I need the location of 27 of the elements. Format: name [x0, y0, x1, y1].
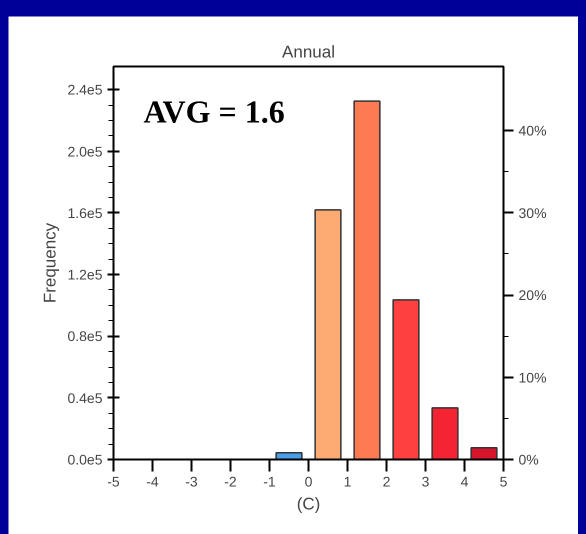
- x-tick-label: 2: [382, 474, 391, 490]
- y2-tick-label: 0%: [518, 452, 539, 468]
- y-tick-label: 2.0e5: [67, 143, 103, 160]
- y-tick-label: 2.4e5: [67, 82, 103, 98]
- y2-tick-label: 10%: [518, 369, 547, 386]
- y-axis-title: Frequency: [40, 222, 60, 304]
- y2-tick-label: 40%: [518, 122, 547, 139]
- x-tick-label: -5: [107, 474, 120, 490]
- y-tick-label: 1.2e5: [67, 266, 103, 283]
- x-tick-label: 3: [422, 474, 430, 490]
- x-tick-label: -1: [263, 474, 276, 490]
- y2-tick-label: 20%: [518, 287, 547, 304]
- x-tick-label: 1: [344, 474, 352, 490]
- y-tick-label: 0.4e5: [67, 390, 103, 406]
- x-tick-label: -4: [146, 474, 159, 490]
- x-tick-label: 4: [460, 474, 469, 490]
- annotation: AVG = 1.6: [144, 94, 285, 130]
- chart-title: Annual: [282, 42, 335, 62]
- x-tick-label: -2: [224, 474, 237, 490]
- y-tick-label: 0.8e5: [67, 328, 103, 344]
- x-tick-label: -3: [185, 474, 198, 490]
- y-tick-label: 0.0e5: [67, 452, 103, 468]
- x-tick-label: 5: [500, 474, 508, 490]
- x-axis-title: (C): [296, 494, 320, 514]
- y2-tick-label: 30%: [518, 204, 547, 221]
- y-tick-label: 1.6e5: [67, 204, 103, 221]
- x-tick-label: 0: [304, 474, 313, 490]
